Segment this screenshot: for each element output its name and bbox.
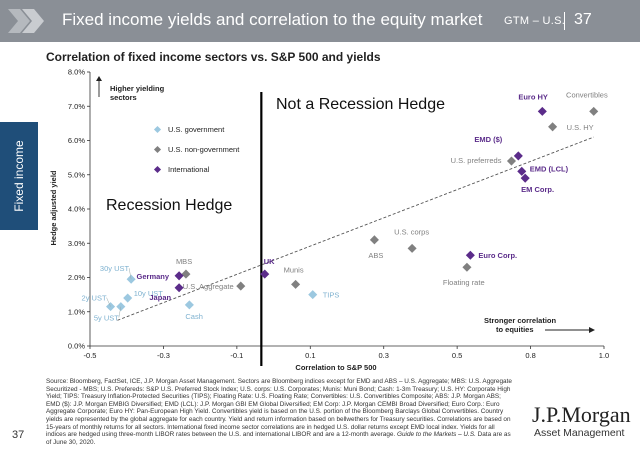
header-bar: Fixed income yields and correlation to t… xyxy=(0,0,640,42)
y-tick-label: 0.0% xyxy=(68,342,85,351)
logo-name: J.P.Morgan xyxy=(532,402,631,427)
scatter-point xyxy=(236,281,246,291)
scatter-point xyxy=(506,156,517,166)
point-label: 5y UST xyxy=(94,314,119,323)
point-label: EM Corp. xyxy=(521,185,554,194)
legend-marker xyxy=(153,145,162,154)
guide-code: GTM – U.S. xyxy=(504,15,566,27)
up-arrowhead-icon xyxy=(96,76,102,81)
x-tick-label: 1.0 xyxy=(599,351,609,360)
legend-marker xyxy=(153,125,162,134)
point-label: Munis xyxy=(284,265,304,274)
scatter-point xyxy=(589,106,599,116)
scatter-point xyxy=(123,293,133,303)
point-label: Euro Corp. xyxy=(478,251,517,260)
point-label: Floating rate xyxy=(443,278,485,287)
leader-line xyxy=(118,306,122,318)
not-recession-hedge-label: Not a Recession Hedge xyxy=(276,96,445,113)
footer-source: Source: Bloomberg, FactSet, ICE, J.P. Mo… xyxy=(46,378,514,446)
point-label: MBS xyxy=(176,257,192,266)
scatter-point xyxy=(291,279,301,289)
x-tick-label: 0.3 xyxy=(378,351,388,360)
x-tick-label: 0.1 xyxy=(305,351,315,360)
stronger-corr-annotation: Stronger correlation to equities xyxy=(484,316,595,334)
x-tick-label: 0.8 xyxy=(525,351,535,360)
y-tick-label: 4.0% xyxy=(68,205,85,214)
x-tick-label: -0.3 xyxy=(157,351,170,360)
point-label: U.S. HY xyxy=(567,123,594,132)
x-axis-label: Correlation to S&P 500 xyxy=(295,363,376,372)
page-title: Fixed income yields and correlation to t… xyxy=(62,10,483,29)
leader-line xyxy=(106,297,111,307)
section-tab: Fixed income xyxy=(0,122,38,230)
legend-label: U.S. non-government xyxy=(168,145,240,154)
scatter-chart: 0.0% 1.0% 2.0% 3.0% 4.0% 5.0% 6.0% 7.0% 8.0% -0.5… xyxy=(49,68,609,373)
y-tick-label: 5.0% xyxy=(68,170,85,179)
point-label: U.S. preferreds xyxy=(451,156,502,165)
chevron-logo-icon xyxy=(8,9,44,33)
point-label: U.S. corps xyxy=(394,227,429,236)
point-label: Japan xyxy=(149,293,171,302)
logo-subtitle: Asset Management xyxy=(534,427,625,439)
footer-source-text: Source: Bloomberg, FactSet, ICE, J.P. Mo… xyxy=(46,378,512,439)
point-label: Euro HY xyxy=(518,92,548,101)
right-arrowhead-icon xyxy=(589,327,595,333)
y-tick-label: 7.0% xyxy=(68,102,85,111)
header-page-number: 37 xyxy=(574,11,592,28)
point-label: Cash xyxy=(185,312,203,321)
chart-legend: U.S. government U.S. non-government Intern… xyxy=(153,125,240,174)
legend-label: U.S. government xyxy=(168,125,225,134)
footer-asof: Data are as of June 30, 2020. xyxy=(46,431,511,446)
y-tick-label: 2.0% xyxy=(68,273,85,282)
point-label: U.S. Aggregate xyxy=(183,282,234,291)
y-tick-label: 8.0% xyxy=(68,68,85,77)
trend-line xyxy=(117,136,594,321)
point-label: ABS xyxy=(368,251,383,260)
footer-guide-title: Guide to the Markets – U.S. xyxy=(397,431,476,439)
scatter-point xyxy=(308,290,318,300)
higher-yield-label: Higher yielding sectors xyxy=(110,84,165,102)
y-axis-label: Hedge adjusted yield xyxy=(49,170,58,245)
scatter-point xyxy=(537,106,547,116)
jpmorgan-logo: J.P.Morgan Asset Management xyxy=(532,402,631,439)
scatter-point xyxy=(369,235,379,245)
scatter-point xyxy=(520,173,530,183)
axis-ticks: 0.0% 1.0% 2.0% 3.0% 4.0% 5.0% 6.0% 7.0% 8.0% -0.5… xyxy=(68,68,609,361)
scatter-point xyxy=(462,262,472,272)
higher-yield-annotation: Higher yielding sectors xyxy=(96,76,165,102)
x-tick-label: 0.5 xyxy=(452,351,462,360)
point-label: EMD (LCL) xyxy=(530,164,569,173)
point-label: Germany xyxy=(137,272,170,281)
leader-line xyxy=(128,268,132,280)
x-tick-label: -0.1 xyxy=(230,351,243,360)
chart-title: Correlation of fixed income sectors vs. … xyxy=(46,50,381,64)
header-divider xyxy=(564,12,565,30)
scatter-point xyxy=(181,269,191,279)
footer-page-number: 37 xyxy=(12,429,25,441)
scatter-point xyxy=(465,250,475,260)
point-label: EMD ($) xyxy=(474,135,502,144)
y-tick-label: 3.0% xyxy=(68,239,85,248)
y-tick-label: 6.0% xyxy=(68,136,85,145)
point-label: 2y UST xyxy=(82,294,107,303)
scatter-point xyxy=(174,271,184,281)
stronger-correlation-label: Stronger correlation to equities xyxy=(484,316,557,334)
point-label: 30y UST xyxy=(100,264,130,273)
point-label: TIPS xyxy=(323,291,340,300)
y-tick-label: 1.0% xyxy=(68,307,85,316)
point-label: Convertibles xyxy=(566,90,608,99)
scatter-point xyxy=(407,243,417,253)
scatter-point xyxy=(513,151,523,161)
x-tick-label: -0.5 xyxy=(84,351,97,360)
scatter-point xyxy=(548,122,558,132)
recession-hedge-label: Recession Hedge xyxy=(106,197,232,214)
legend-label: International xyxy=(168,165,210,174)
point-label: 10y UST xyxy=(134,289,164,298)
point-label: UK xyxy=(264,257,275,266)
legend-marker xyxy=(153,165,162,174)
scatter-point xyxy=(184,300,194,310)
